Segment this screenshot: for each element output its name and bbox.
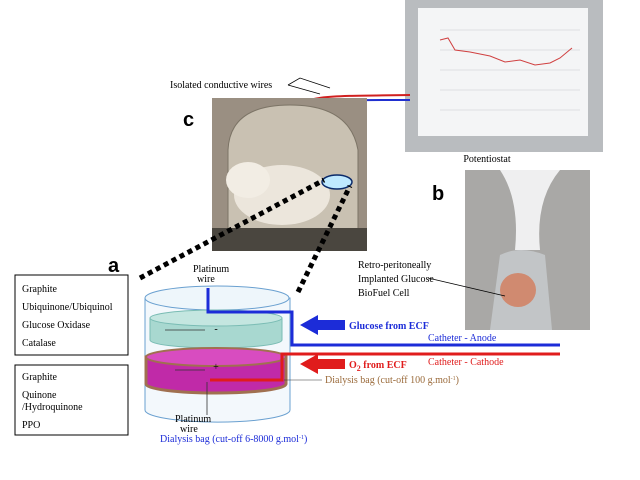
layer: Ubiquinone/Ubiquinol xyxy=(22,302,113,313)
layer: PPO xyxy=(22,420,40,431)
layer: Quinone xyxy=(22,390,57,401)
cathode-box xyxy=(14,364,129,436)
anode-catheter xyxy=(206,288,560,347)
zoom-line xyxy=(138,177,326,281)
outer-bag-top xyxy=(144,285,290,311)
panel-label: b xyxy=(432,183,444,205)
zoom-line xyxy=(295,184,353,294)
cage-base xyxy=(212,228,367,251)
dialysis-outer-label: Dialysis bag (cut-off 6-8000 g.mol-1) xyxy=(160,434,307,445)
cathode-top xyxy=(145,347,287,367)
anode-sign: - xyxy=(214,324,217,335)
wire-label: Platinum xyxy=(193,264,229,275)
panel-label: a xyxy=(108,255,120,277)
oxygen-arrow xyxy=(300,354,345,374)
pointer xyxy=(287,77,331,89)
layer: Catalase xyxy=(22,338,56,349)
oxygen-label: O2 from ECF xyxy=(349,360,407,373)
anode-catheter-label: Catheter - Anode xyxy=(428,333,497,344)
panel-label: c xyxy=(183,109,194,131)
glove xyxy=(500,170,560,250)
layer: Graphite xyxy=(22,372,58,383)
screen-grid xyxy=(440,29,580,111)
implant-label: Retro-peritoneally xyxy=(358,260,431,271)
cathode-catheter-label: Catheter - Cathode xyxy=(428,357,504,368)
cathode-layer xyxy=(144,355,288,395)
biofuel-cell xyxy=(500,273,536,307)
layer: /Hydroquinone xyxy=(22,402,83,413)
anode-top xyxy=(149,309,283,327)
layer: Glucose Oxidase xyxy=(22,320,91,331)
anode-box xyxy=(14,274,129,356)
dialysis-inner-label: Dialysis bag (cut-off 100 g.mol-1) xyxy=(325,375,459,386)
glucose-label: Glucose from ECF xyxy=(349,321,429,332)
pointer xyxy=(287,84,321,95)
mouse-head xyxy=(226,162,270,198)
monitor-screen xyxy=(418,8,588,136)
wires-label: Isolated conductive wires xyxy=(170,80,272,91)
wire-label: wire xyxy=(180,424,198,435)
implant-site xyxy=(321,174,353,190)
screen-trace xyxy=(439,37,573,66)
pointer xyxy=(427,277,506,297)
implant-label: BioFuel Cell xyxy=(358,288,410,299)
wire-label: Platinum xyxy=(175,414,211,425)
cathode-catheter xyxy=(210,352,560,382)
glucose-arrow xyxy=(300,315,345,335)
cathode-sign: + xyxy=(213,362,219,373)
potentiostat-label: Potentiostat xyxy=(463,154,510,165)
layer: Graphite xyxy=(22,284,58,295)
wire-label: wire xyxy=(197,274,215,285)
implant-label: Implanted Glucose xyxy=(358,274,434,285)
